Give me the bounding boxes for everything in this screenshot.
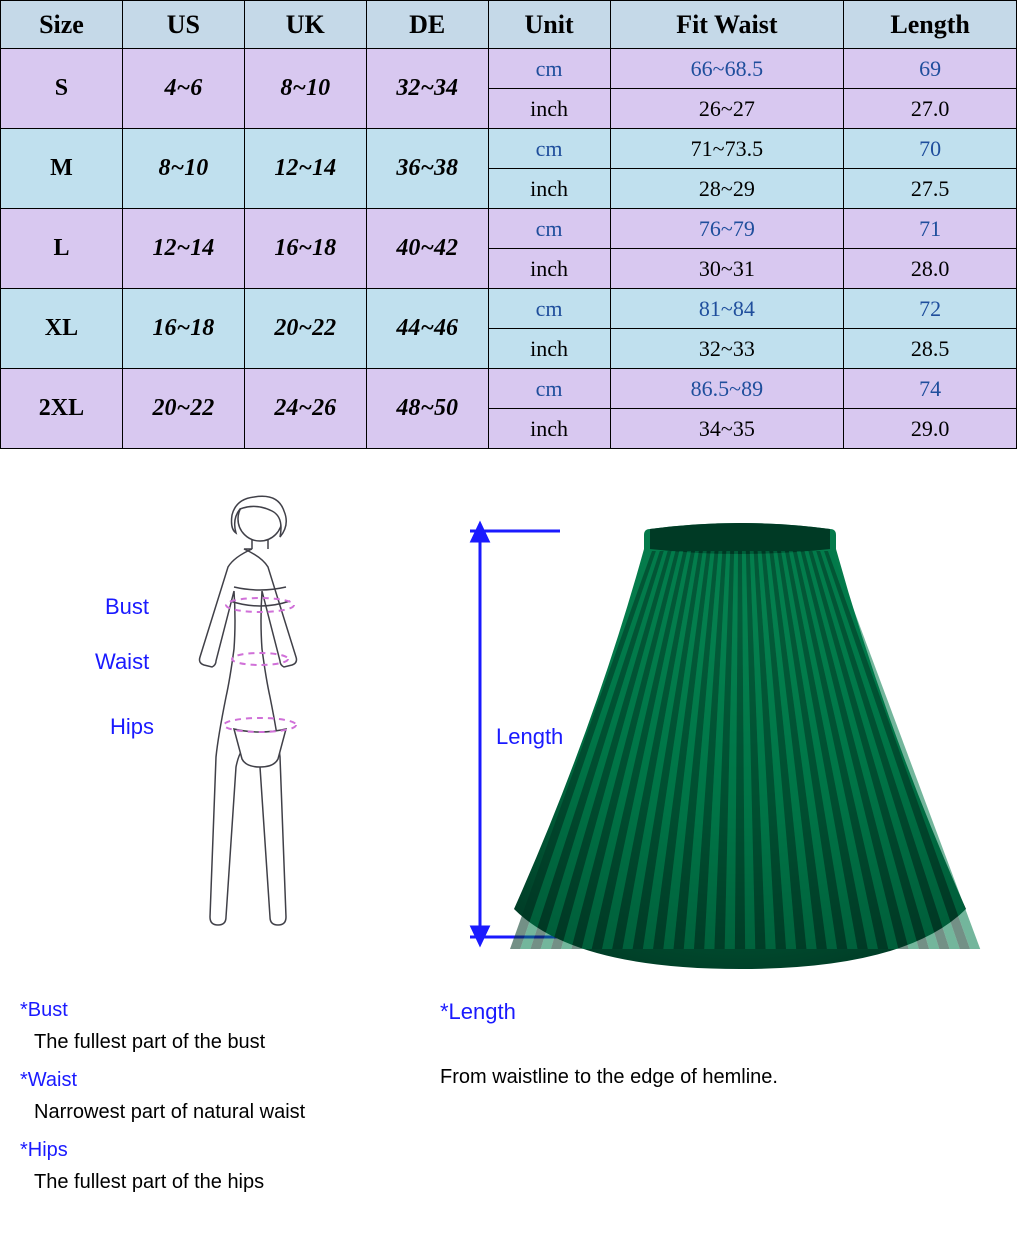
column-header: US xyxy=(122,1,244,49)
size-chart-table: SizeUSUKDEUnitFit WaistLength S4~68~1032… xyxy=(0,0,1017,449)
table-cell: 30~31 xyxy=(610,249,844,289)
table-cell: 12~14 xyxy=(122,209,244,289)
column-header: Unit xyxy=(488,1,610,49)
table-cell: cm xyxy=(488,289,610,329)
hips-term: *Hips xyxy=(20,1139,68,1161)
table-cell: M xyxy=(1,129,123,209)
table-cell: inch xyxy=(488,169,610,209)
body-outline-svg xyxy=(20,479,420,969)
table-cell: 71 xyxy=(844,209,1017,249)
table-header-row: SizeUSUKDEUnitFit WaistLength xyxy=(1,1,1017,49)
table-cell: 32~34 xyxy=(366,49,488,129)
column-header: Size xyxy=(1,1,123,49)
bust-term: *Bust xyxy=(20,999,68,1021)
table-cell: cm xyxy=(488,369,610,409)
table-row: 2XL20~2224~2648~50cm86.5~8974 xyxy=(1,369,1017,409)
table-cell: 4~6 xyxy=(122,49,244,129)
column-header: DE xyxy=(366,1,488,49)
table-cell: 28.0 xyxy=(844,249,1017,289)
table-cell: 74 xyxy=(844,369,1017,409)
table-cell: 32~33 xyxy=(610,329,844,369)
table-row: S4~68~1032~34cm66~68.569 xyxy=(1,49,1017,89)
table-cell: cm xyxy=(488,209,610,249)
waist-label: Waist xyxy=(95,649,149,675)
body-measurement-column: Bust Waist Hips *Bust The fullest part o… xyxy=(20,479,430,1204)
table-cell: S xyxy=(1,49,123,129)
table-cell: cm xyxy=(488,129,610,169)
length-desc: From waistline to the edge of hemline. xyxy=(440,1066,778,1088)
table-row: XL16~1820~2244~46cm81~8472 xyxy=(1,289,1017,329)
table-cell: inch xyxy=(488,409,610,449)
table-cell: 16~18 xyxy=(244,209,366,289)
table-cell: 44~46 xyxy=(366,289,488,369)
table-cell: L xyxy=(1,209,123,289)
table-cell: 2XL xyxy=(1,369,123,449)
table-row: M8~1012~1436~38cm71~73.570 xyxy=(1,129,1017,169)
table-cell: 86.5~89 xyxy=(610,369,844,409)
table-cell: 20~22 xyxy=(122,369,244,449)
table-cell: 81~84 xyxy=(610,289,844,329)
length-term: *Length xyxy=(440,999,516,1024)
length-definition: *Length From waistline to the edge of he… xyxy=(440,994,1000,1093)
table-cell: 16~18 xyxy=(122,289,244,369)
table-cell: 72 xyxy=(844,289,1017,329)
column-header: Fit Waist xyxy=(610,1,844,49)
table-cell: 12~14 xyxy=(244,129,366,209)
bust-label: Bust xyxy=(105,594,149,620)
table-cell: 69 xyxy=(844,49,1017,89)
table-cell: 76~79 xyxy=(610,209,844,249)
table-cell: 26~27 xyxy=(610,89,844,129)
table-cell: 71~73.5 xyxy=(610,129,844,169)
table-cell: inch xyxy=(488,89,610,129)
body-definitions: *Bust The fullest part of the bust *Wais… xyxy=(20,994,420,1198)
hips-label: Hips xyxy=(110,714,154,740)
table-cell: 20~22 xyxy=(244,289,366,369)
column-header: UK xyxy=(244,1,366,49)
table-cell: XL xyxy=(1,289,123,369)
table-cell: 48~50 xyxy=(366,369,488,449)
table-cell: 8~10 xyxy=(244,49,366,129)
table-cell: inch xyxy=(488,249,610,289)
hips-desc: The fullest part of the hips xyxy=(20,1166,420,1198)
table-cell: 36~38 xyxy=(366,129,488,209)
table-cell: 8~10 xyxy=(122,129,244,209)
column-header: Length xyxy=(844,1,1017,49)
waist-term: *Waist xyxy=(20,1069,77,1091)
table-cell: 28.5 xyxy=(844,329,1017,369)
table-cell: 70 xyxy=(844,129,1017,169)
table-cell: 66~68.5 xyxy=(610,49,844,89)
table-cell: inch xyxy=(488,329,610,369)
body-figure: Bust Waist Hips xyxy=(20,479,420,969)
table-cell: 29.0 xyxy=(844,409,1017,449)
length-label: Length xyxy=(496,724,563,750)
table-cell: 40~42 xyxy=(366,209,488,289)
table-cell: 34~35 xyxy=(610,409,844,449)
skirt-figure: Length xyxy=(440,479,1000,969)
table-cell: 28~29 xyxy=(610,169,844,209)
table-cell: cm xyxy=(488,49,610,89)
diagrams-section: Bust Waist Hips *Bust The fullest part o… xyxy=(0,449,1017,1224)
table-cell: 27.0 xyxy=(844,89,1017,129)
skirt-column: Length *Length From waistline to the edg… xyxy=(430,479,1000,1204)
table-row: L12~1416~1840~42cm76~7971 xyxy=(1,209,1017,249)
bust-desc: The fullest part of the bust xyxy=(20,1026,420,1058)
waist-desc: Narrowest part of natural waist xyxy=(20,1096,420,1128)
table-cell: 24~26 xyxy=(244,369,366,449)
table-cell: 27.5 xyxy=(844,169,1017,209)
